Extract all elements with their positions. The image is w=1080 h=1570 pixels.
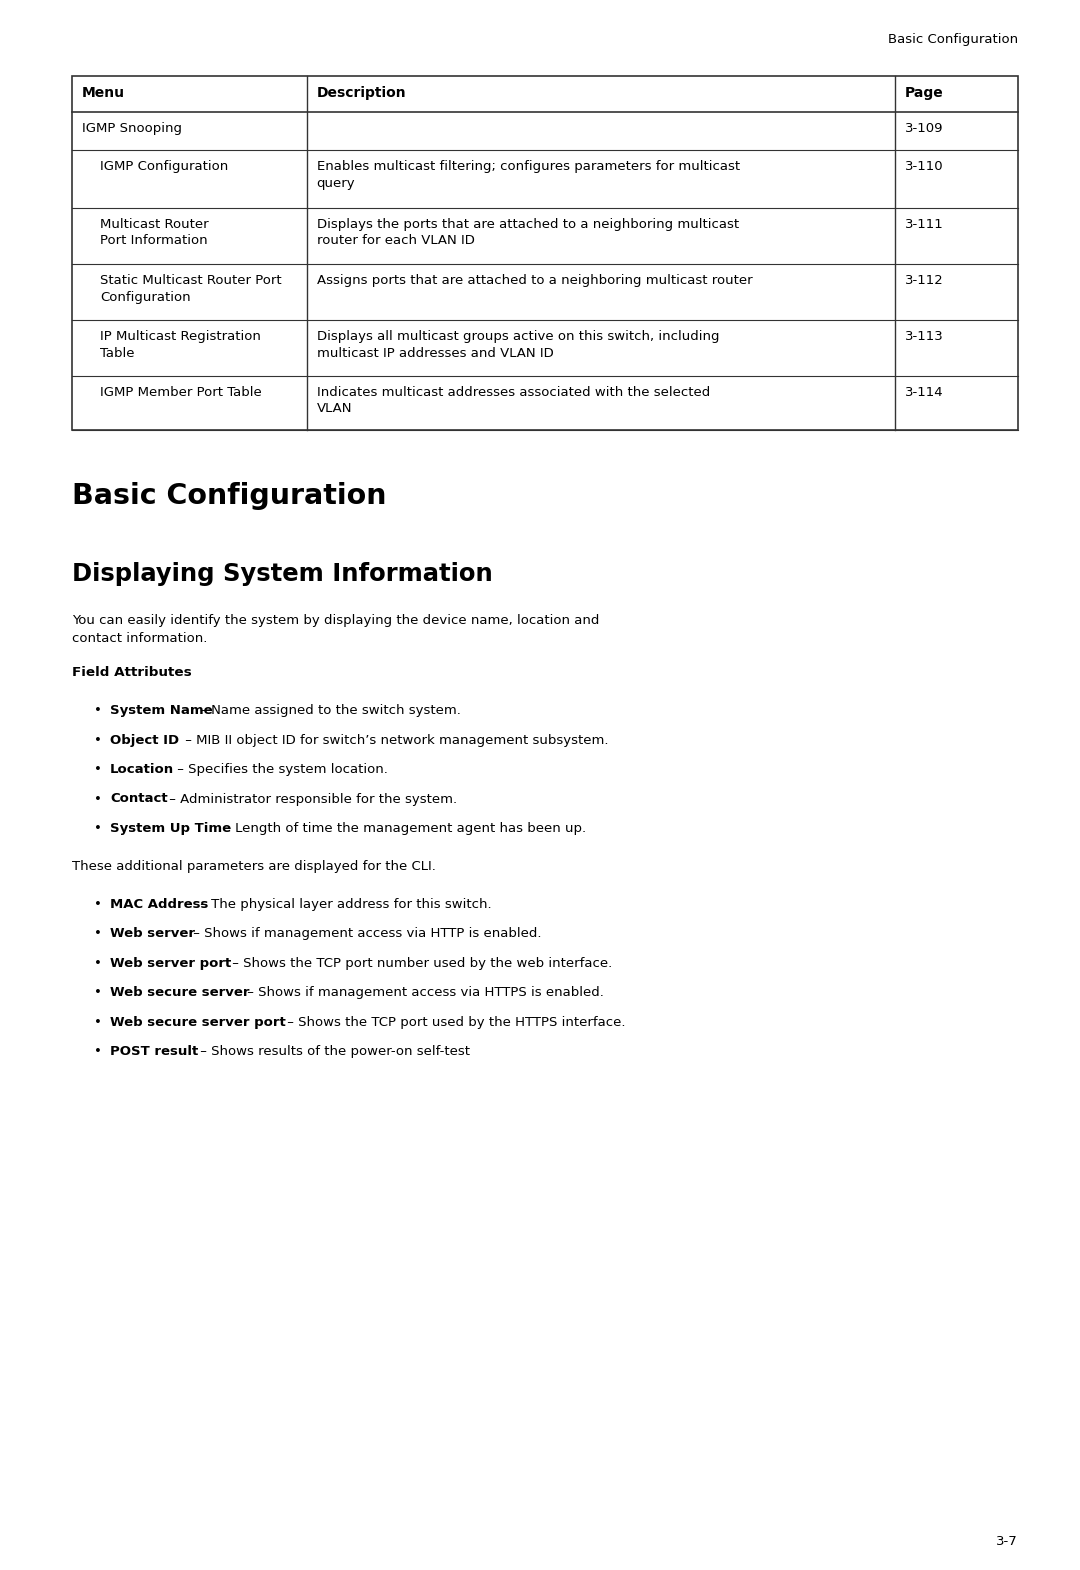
Text: Location: Location <box>110 763 174 776</box>
Text: Menu: Menu <box>82 86 125 100</box>
Text: •: • <box>94 763 102 776</box>
Text: These additional parameters are displayed for the CLI.: These additional parameters are displaye… <box>72 859 436 873</box>
Text: Indicates multicast addresses associated with the selected
VLAN: Indicates multicast addresses associated… <box>316 386 710 416</box>
Text: 3-113: 3-113 <box>905 330 944 342</box>
Text: Assigns ports that are attached to a neighboring multicast router: Assigns ports that are attached to a nei… <box>316 275 753 287</box>
Bar <box>72 75 1018 430</box>
Text: System Name: System Name <box>110 703 213 717</box>
Text: Web server port: Web server port <box>110 956 231 970</box>
Text: – The physical layer address for this switch.: – The physical layer address for this sw… <box>197 898 492 911</box>
Text: IP Multicast Registration
Table: IP Multicast Registration Table <box>100 330 261 360</box>
Text: •: • <box>94 793 102 805</box>
Text: •: • <box>94 898 102 911</box>
Text: 3-112: 3-112 <box>905 275 944 287</box>
Text: Static Multicast Router Port
Configuration: Static Multicast Router Port Configurati… <box>100 275 282 303</box>
Text: 3-110: 3-110 <box>905 160 944 173</box>
Text: Basic Configuration: Basic Configuration <box>72 482 387 510</box>
Text: MAC Address: MAC Address <box>110 898 208 911</box>
Text: Enables multicast filtering; configures parameters for multicast
query: Enables multicast filtering; configures … <box>316 160 740 190</box>
Text: •: • <box>94 956 102 970</box>
Text: Basic Configuration: Basic Configuration <box>888 33 1018 46</box>
Text: Displays the ports that are attached to a neighboring multicast
router for each : Displays the ports that are attached to … <box>316 218 739 248</box>
Text: 3-114: 3-114 <box>905 386 944 399</box>
Text: You can easily identify the system by displaying the device name, location and
c: You can easily identify the system by di… <box>72 614 599 645</box>
Text: System Up Time: System Up Time <box>110 823 231 835</box>
Text: – Shows if management access via HTTPS is enabled.: – Shows if management access via HTTPS i… <box>243 986 605 999</box>
Text: Description: Description <box>316 86 406 100</box>
Text: Contact: Contact <box>110 793 167 805</box>
Text: – MIB II object ID for switch’s network management subsystem.: – MIB II object ID for switch’s network … <box>180 733 608 746</box>
Text: 3-111: 3-111 <box>905 218 944 231</box>
Text: Displays all multicast groups active on this switch, including
multicast IP addr: Displays all multicast groups active on … <box>316 330 719 360</box>
Text: POST result: POST result <box>110 1046 199 1058</box>
Text: Web server: Web server <box>110 926 195 940</box>
Text: – Name assigned to the switch system.: – Name assigned to the switch system. <box>197 703 461 717</box>
Text: •: • <box>94 703 102 717</box>
Text: – Shows the TCP port used by the HTTPS interface.: – Shows the TCP port used by the HTTPS i… <box>283 1016 625 1028</box>
Text: •: • <box>94 1046 102 1058</box>
Text: Object ID: Object ID <box>110 733 179 746</box>
Text: – Length of time the management agent has been up.: – Length of time the management agent ha… <box>220 823 586 835</box>
Text: 3-109: 3-109 <box>905 122 944 135</box>
Text: •: • <box>94 823 102 835</box>
Text: – Shows the TCP port number used by the web interface.: – Shows the TCP port number used by the … <box>228 956 612 970</box>
Text: Multicast Router
Port Information: Multicast Router Port Information <box>100 218 208 248</box>
Text: Page: Page <box>905 86 944 100</box>
Text: Web secure server: Web secure server <box>110 986 249 999</box>
Text: •: • <box>94 926 102 940</box>
Text: IGMP Member Port Table: IGMP Member Port Table <box>100 386 261 399</box>
Text: – Shows results of the power-on self-test: – Shows results of the power-on self-tes… <box>197 1046 471 1058</box>
Text: 3-7: 3-7 <box>996 1535 1018 1548</box>
Text: •: • <box>94 1016 102 1028</box>
Text: Displaying System Information: Displaying System Information <box>72 562 492 586</box>
Text: – Administrator responsible for the system.: – Administrator responsible for the syst… <box>165 793 457 805</box>
Text: – Shows if management access via HTTP is enabled.: – Shows if management access via HTTP is… <box>189 926 541 940</box>
Text: •: • <box>94 733 102 746</box>
Text: •: • <box>94 986 102 999</box>
Text: – Specifies the system location.: – Specifies the system location. <box>173 763 388 776</box>
Text: IGMP Configuration: IGMP Configuration <box>100 160 228 173</box>
Text: Web secure server port: Web secure server port <box>110 1016 286 1028</box>
Text: Field Attributes: Field Attributes <box>72 666 192 678</box>
Text: IGMP Snooping: IGMP Snooping <box>82 122 183 135</box>
